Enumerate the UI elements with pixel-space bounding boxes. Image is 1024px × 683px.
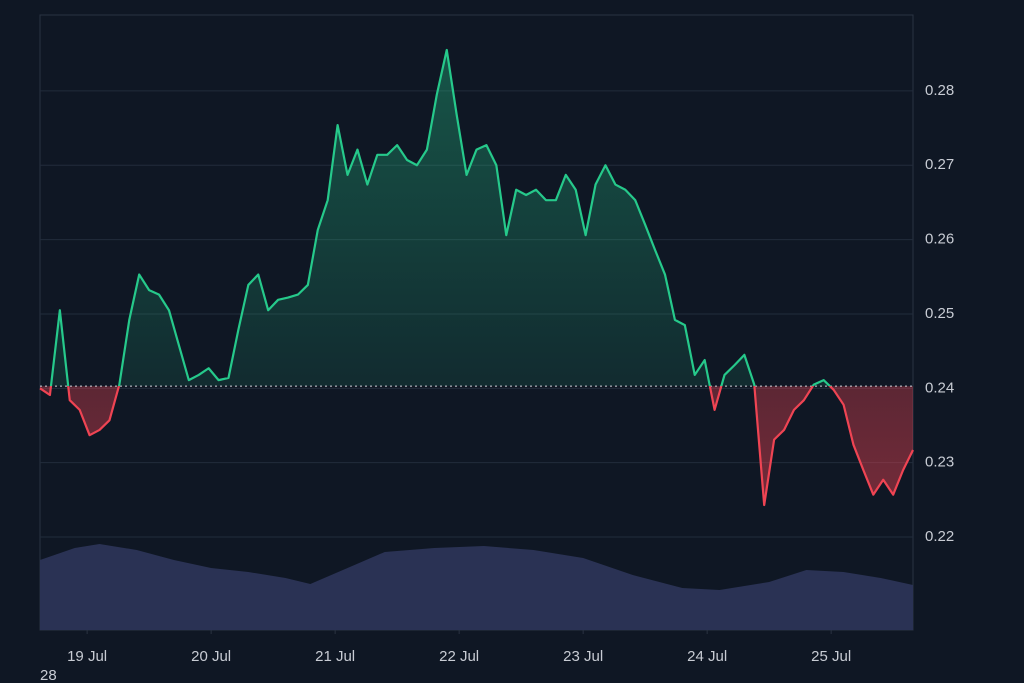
price-line-down [39, 386, 914, 507]
x-tick-label: 21 Jul [315, 648, 355, 665]
y-tick-label: 0.27 [925, 156, 954, 173]
y-tick-label: 0.26 [925, 231, 954, 248]
x-tick-label: 20 Jul [191, 648, 231, 665]
price-line-up [49, 48, 832, 387]
x-tick-label: 25 Jul [811, 648, 851, 665]
caption: 28 [40, 667, 57, 683]
area-up [40, 49, 913, 387]
x-tick-label: 19 Jul [67, 648, 107, 665]
y-tick-label: 0.24 [925, 379, 954, 396]
x-tick-label: 24 Jul [687, 648, 727, 665]
volume-area [40, 544, 913, 630]
y-tick-label: 0.28 [925, 82, 954, 99]
x-tick-label: 23 Jul [563, 648, 603, 665]
y-tick-label: 0.22 [925, 528, 954, 545]
y-tick-label: 0.23 [925, 454, 954, 471]
x-tick-label: 22 Jul [439, 648, 479, 665]
y-tick-label: 0.25 [925, 305, 954, 322]
